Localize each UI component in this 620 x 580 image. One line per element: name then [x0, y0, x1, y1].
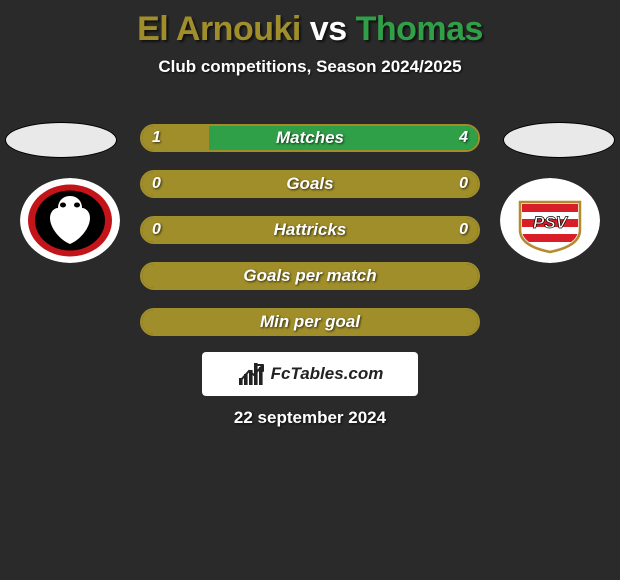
stat-bar-label: Goals	[142, 172, 478, 196]
stat-bar-value-right: 4	[459, 126, 468, 150]
stat-bar-value-right: 0	[459, 218, 468, 242]
stat-bar: Hattricks0 0	[140, 216, 480, 244]
stat-bar-value-left: 1	[152, 126, 161, 150]
stat-bar: Matches1 4	[140, 124, 480, 152]
stat-bar-label: Goals per match	[142, 264, 478, 288]
right-club-badge: PSV	[500, 178, 600, 263]
title-vs: vs	[301, 10, 356, 48]
stat-bar-label: Min per goal	[142, 310, 478, 334]
title-left-name: El Arnouki	[137, 10, 301, 48]
title-right-name: Thomas	[356, 10, 483, 48]
stat-bar-value-left: 0	[152, 218, 161, 242]
stat-bar: Min per goal	[140, 308, 480, 336]
watermark-text: FcTables.com	[271, 364, 384, 384]
subtitle: Club competitions, Season 2024/2025	[0, 57, 620, 77]
stat-bar: Goals0 0	[140, 170, 480, 198]
page-title: El Arnouki vs Thomas	[0, 0, 620, 49]
psv-text: PSV	[533, 213, 569, 232]
stat-bar-value-left: 0	[152, 172, 161, 196]
comparison-infographic: El Arnouki vs Thomas Club competitions, …	[0, 0, 620, 580]
date: 22 september 2024	[0, 408, 620, 428]
watermark: FcTables.com	[202, 352, 418, 396]
stat-bar-value-right: 0	[459, 172, 468, 196]
stat-bar-label: Matches	[142, 126, 478, 150]
left-club-badge	[20, 178, 120, 263]
right-player-oval	[503, 122, 615, 158]
left-player-oval	[5, 122, 117, 158]
stat-bar: Goals per match	[140, 262, 480, 290]
stat-bar-label: Hattricks	[142, 218, 478, 242]
fctables-icon	[237, 361, 265, 387]
comparison-bars: Matches14Goals00Hattricks00Goals per mat…	[140, 124, 480, 354]
